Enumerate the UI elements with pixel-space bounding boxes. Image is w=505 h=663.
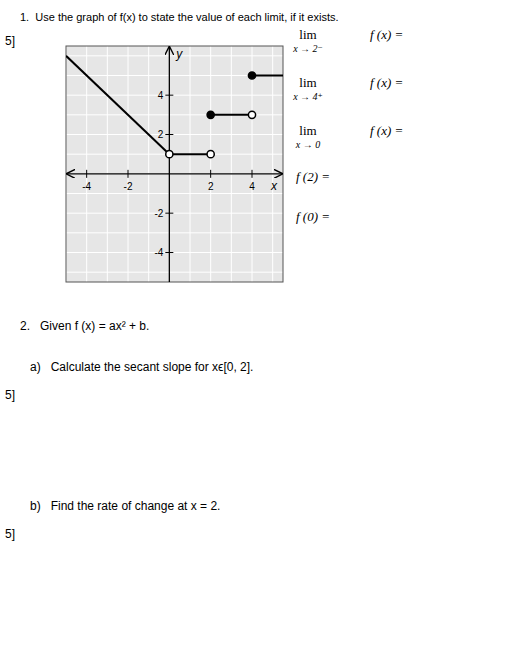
x-tick: [210, 170, 211, 178]
x-tick: [128, 170, 129, 178]
x-tick: [252, 170, 253, 178]
limit-word: lim: [299, 27, 316, 42]
y-axis-label: y: [175, 47, 183, 61]
y-tick: [165, 134, 173, 135]
plot-frame: [66, 46, 283, 282]
y-tick-label: 4: [158, 90, 164, 101]
filled-circle: [248, 72, 255, 79]
graph-segment: [211, 114, 252, 116]
x-axis-label: x: [270, 179, 278, 193]
grid: [66, 46, 283, 282]
y-tick: [165, 95, 173, 96]
function-value: f (2) =: [296, 169, 330, 184]
grid-line-y: [66, 95, 283, 96]
limit-function: f (x) =: [370, 75, 403, 90]
grid-line-x: [169, 46, 170, 282]
question-text: a) Calculate the secant slope for xϵ[0, …: [30, 360, 253, 374]
x-tick-label: 4: [249, 181, 255, 192]
grid-line-x: [210, 46, 211, 282]
x-tick-label: -2: [124, 181, 133, 192]
open-circle: [166, 151, 173, 158]
plot-background: [66, 46, 283, 282]
grid-line-x: [128, 46, 129, 282]
grid-line-y: [66, 154, 283, 155]
grid-line-y: [66, 252, 283, 253]
limit-approach: x → 4⁺: [292, 91, 323, 102]
y-tick: [165, 252, 173, 253]
question-text: b) Find the rate of change at x = 2.: [30, 499, 220, 513]
worksheet: -4 -2 2 4 -4 -2 2 4 x y 1. Use the graph of f(x) t…: [0, 0, 505, 663]
grid-line-y: [66, 272, 283, 273]
y-axis: [169, 47, 170, 282]
x-axis: [67, 173, 282, 174]
axes: -4 -2 2 4 -4 -2 2 4: [67, 47, 282, 282]
data: [66, 56, 283, 158]
y-tick-label: -4: [154, 247, 163, 258]
question-text: 2. Given f (x) = ax² + b.: [20, 319, 149, 333]
graph-segment: [252, 75, 283, 77]
y-tick-label: 2: [158, 129, 164, 140]
question-text: 5]: [5, 527, 15, 541]
x-tick-label: 2: [208, 181, 214, 192]
limit-function: f (x) =: [370, 27, 403, 42]
grid-line-x: [86, 46, 87, 282]
limit-approach: x → 2⁻: [292, 43, 323, 54]
grid-line-x: [190, 46, 191, 282]
limit-word: lim: [299, 123, 316, 138]
grid-line-y: [66, 134, 283, 135]
graph-segment: [169, 153, 210, 155]
x-tick-label: -4: [82, 181, 91, 192]
points-mark: 5]: [5, 34, 15, 48]
limit-function: f (x) =: [370, 123, 403, 138]
title: 1. Use the graph of f(x) to state the va…: [20, 11, 339, 23]
grid-line-x: [231, 46, 232, 282]
grid-line-y: [66, 193, 283, 194]
y-tick: [165, 213, 173, 214]
open-circle: [248, 111, 255, 118]
grid-line-y: [66, 173, 283, 174]
limit-approach: x → 0: [295, 139, 320, 150]
grid-line-y: [66, 213, 283, 214]
open-circle: [207, 151, 214, 158]
filled-circle: [207, 111, 214, 118]
y-tick-label: -2: [154, 208, 163, 219]
grid-line-y: [66, 55, 283, 56]
grid-line-y: [66, 232, 283, 233]
grid-line-x: [107, 46, 108, 282]
grid-line-x: [148, 46, 149, 282]
function-value: f (0) =: [296, 209, 330, 224]
x-tick: [86, 170, 87, 178]
graph-segment: [66, 56, 169, 154]
grid-line-x: [252, 46, 253, 282]
limit-word: lim: [299, 75, 316, 90]
question-text: 5]: [5, 388, 15, 402]
grid-line-x: [272, 46, 273, 282]
